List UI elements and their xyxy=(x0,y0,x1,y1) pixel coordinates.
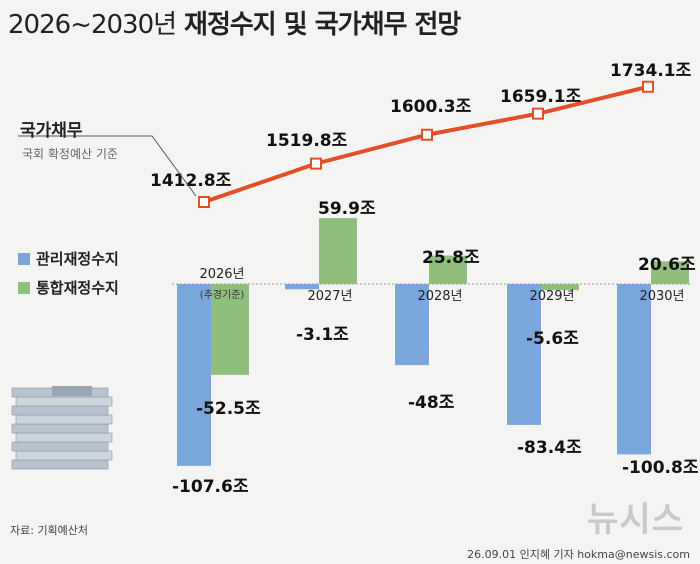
money-stack-layer xyxy=(15,432,113,443)
credit-note: 26.09.01 인지혜 기자 hokma@newsis.com xyxy=(467,548,690,561)
debt-marker-2 xyxy=(421,128,433,141)
debt-marker-1 xyxy=(310,157,322,170)
bar-managed-3 xyxy=(507,284,541,425)
debt-series-sublabel: 국회 확정예산 기준 xyxy=(22,147,118,161)
legend-swatch-integrated xyxy=(18,281,30,294)
data-label-managed-1: -3.1조 xyxy=(296,325,349,345)
watermark-logo: 뉴시스 xyxy=(587,500,684,540)
data-label-managed-3: -83.4조 xyxy=(517,438,582,458)
category-label-0: 2026년 xyxy=(199,267,244,282)
legend-label-managed: 관리재정수지 xyxy=(36,250,119,268)
data-label-integrated-3: -5.6조 xyxy=(526,329,579,349)
category-label-2: 2028년 xyxy=(417,289,462,304)
bar-managed-1 xyxy=(285,284,319,290)
data-label-integrated-1: 59.9조 xyxy=(318,199,376,219)
money-stack-layer xyxy=(15,396,113,407)
bar-managed-2 xyxy=(395,284,429,366)
category-label-1: 2027년 xyxy=(307,289,352,304)
bar-integrated-2 xyxy=(429,255,467,284)
page-title: 2026~2030년 재정수지 및 국가채무 전망 xyxy=(8,4,461,41)
legend: 관리재정수지 통합재정수지 xyxy=(18,248,119,306)
title-years: 2026~2030년 xyxy=(8,10,177,40)
category-label-4: 2030년 xyxy=(639,289,684,304)
money-stack-band xyxy=(52,386,92,396)
money-stack-layer xyxy=(11,441,109,452)
bar-integrated-0 xyxy=(211,284,249,375)
debt-label-1: 1519.8조 xyxy=(266,131,348,151)
legend-label-integrated: 통합재정수지 xyxy=(36,279,119,297)
debt-series-label: 국가채무 xyxy=(20,121,83,141)
debt-leader-line xyxy=(18,135,197,197)
debt-label-2: 1600.3조 xyxy=(390,97,472,117)
debt-marker-3 xyxy=(532,107,544,120)
legend-item-managed: 관리재정수지 xyxy=(18,248,119,269)
bar-managed-4 xyxy=(617,284,651,455)
money-stack-layer xyxy=(15,414,113,425)
money-stack-layer xyxy=(15,450,113,461)
money-stack-layer xyxy=(11,405,109,416)
bar-managed-0 xyxy=(177,284,211,466)
data-label-integrated-0: -52.5조 xyxy=(196,399,261,419)
debt-label-4: 1734.1조 xyxy=(610,61,692,81)
title-main: 재정수지 및 국가채무 전망 xyxy=(184,10,461,40)
data-label-integrated-4: 20.6조 xyxy=(638,255,696,275)
debt-label-0: 1412.8조 xyxy=(150,171,232,191)
data-label-integrated-2: 25.8조 xyxy=(422,248,480,268)
data-label-managed-0: -107.6조 xyxy=(172,477,249,497)
debt-marker-0 xyxy=(198,196,210,208)
bar-integrated-3 xyxy=(541,284,579,291)
data-label-managed-2: -48조 xyxy=(408,393,455,413)
legend-item-integrated: 통합재정수지 xyxy=(18,277,119,298)
debt-marker-4 xyxy=(642,80,654,93)
data-label-managed-4: -100.8조 xyxy=(622,458,699,478)
debt-label-3: 1659.1조 xyxy=(500,87,582,107)
source-note: 자료: 기획예산처 xyxy=(10,524,89,537)
bar-integrated-4 xyxy=(651,261,689,284)
bar-integrated-1 xyxy=(319,218,357,284)
category-note-0: (추경기준) xyxy=(200,288,245,301)
money-stack-layer xyxy=(11,423,109,434)
category-label-3: 2029년 xyxy=(529,289,574,304)
legend-swatch-managed xyxy=(18,252,30,265)
money-stack-layer xyxy=(11,459,109,470)
